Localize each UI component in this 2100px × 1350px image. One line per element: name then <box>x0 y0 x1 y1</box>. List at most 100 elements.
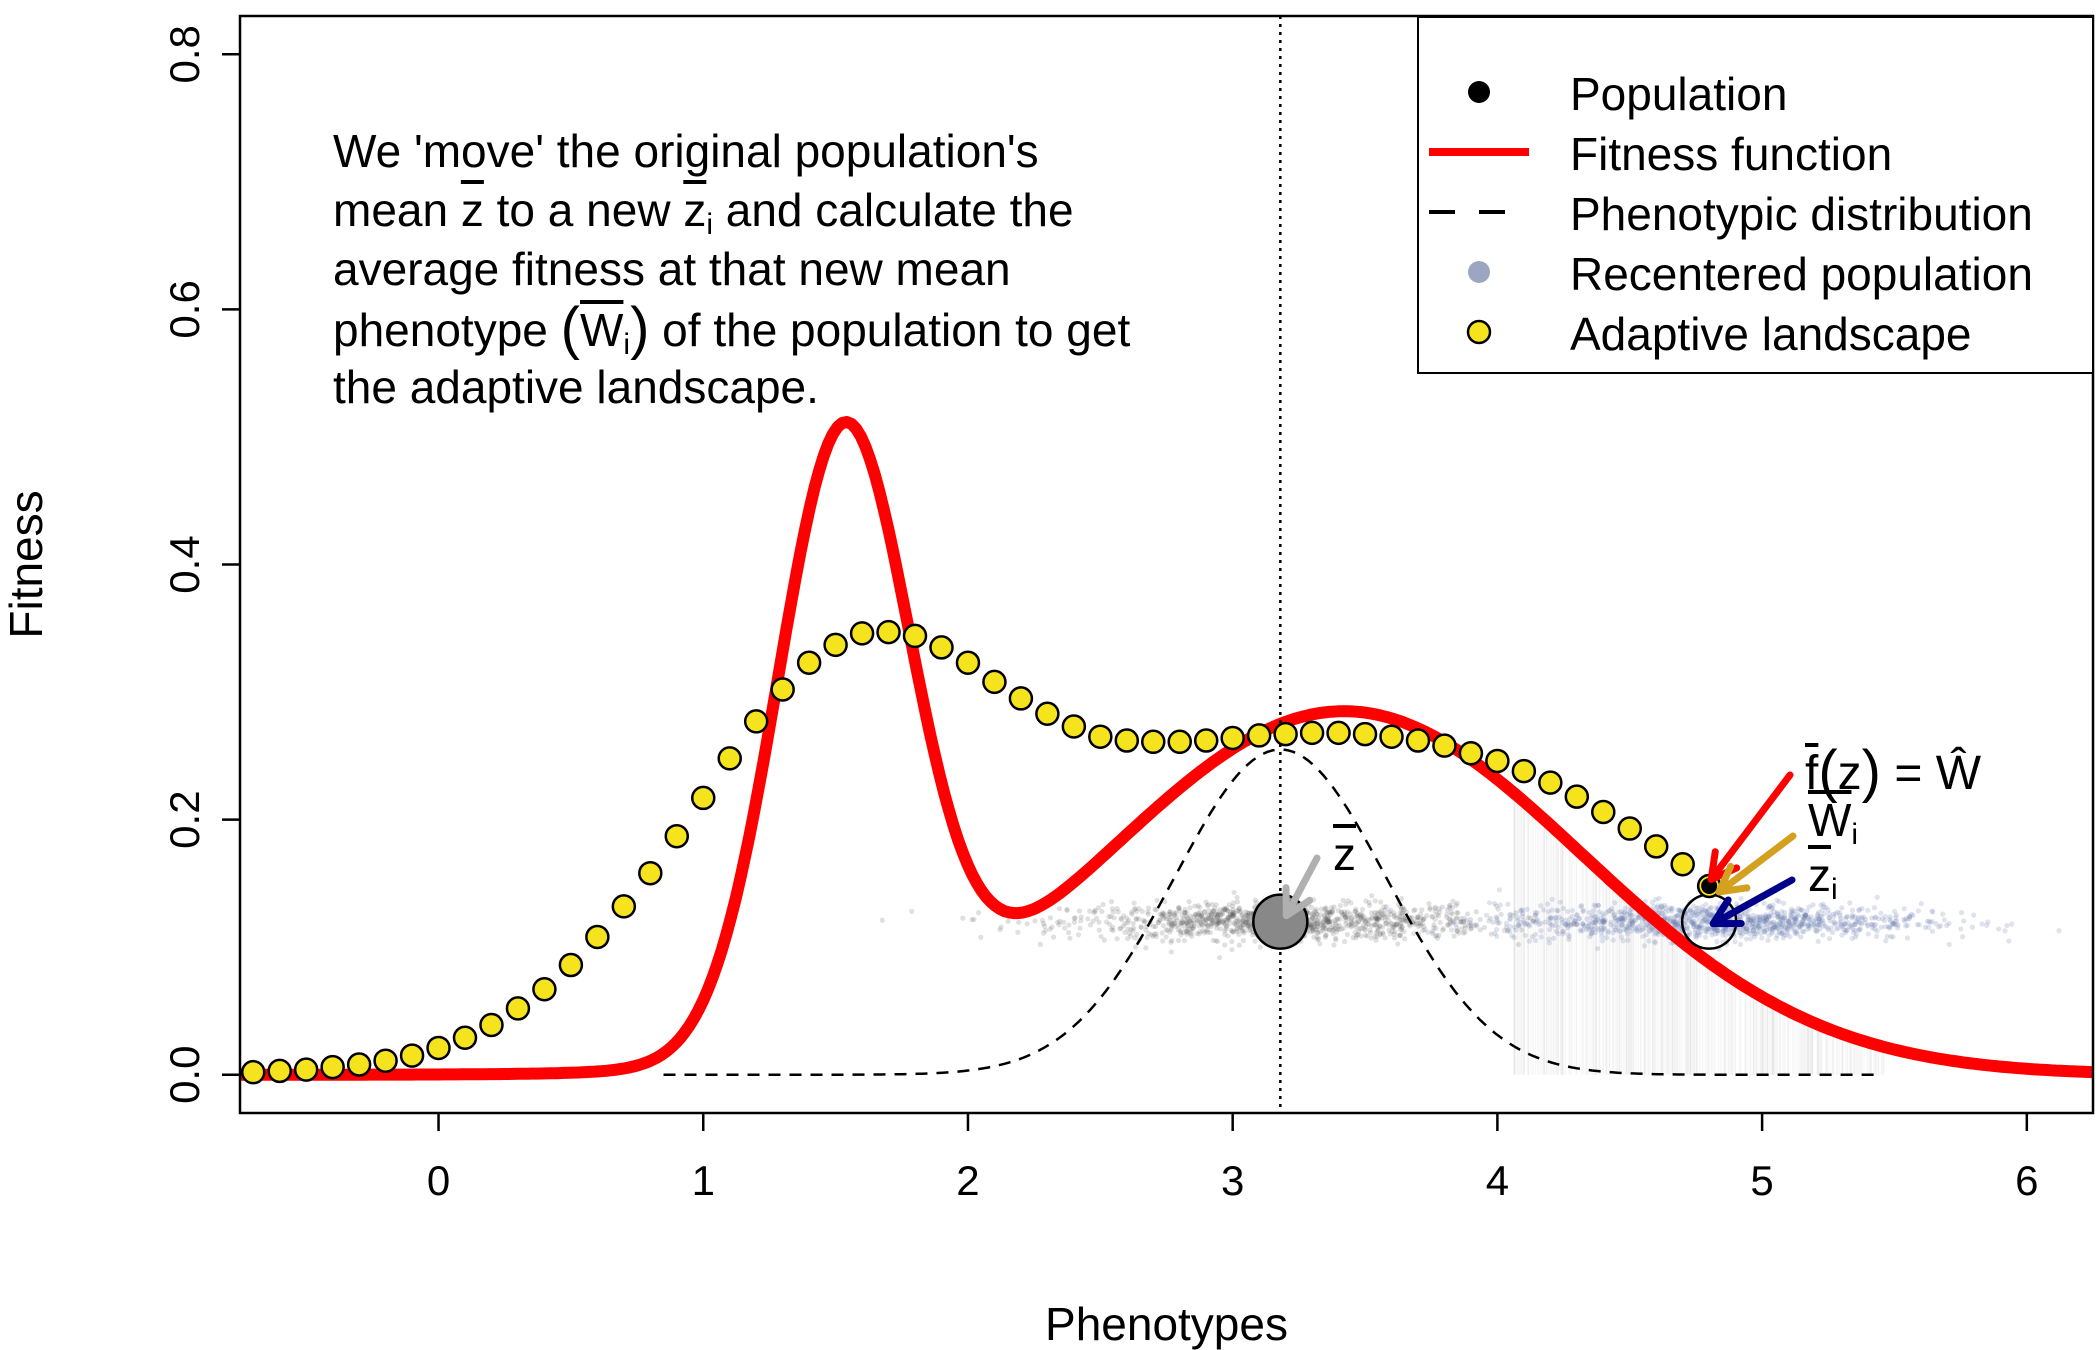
legend-item-landscape: Adaptive landscape <box>1419 302 2092 362</box>
population-point <box>1235 918 1241 924</box>
recentered-population-point <box>1865 931 1871 937</box>
recentered-population-point <box>1612 915 1619 921</box>
recentered-population-point <box>1696 909 1702 915</box>
adaptive-landscape-point <box>611 894 637 919</box>
population-point <box>1229 909 1236 915</box>
population-point <box>1231 910 1238 917</box>
recentered-population-point <box>1853 919 1859 925</box>
population-point <box>1145 909 1151 915</box>
population-point <box>1322 921 1328 927</box>
population-point <box>1159 930 1165 936</box>
adaptive-landscape-point <box>691 785 716 811</box>
population-point <box>1209 919 1215 925</box>
population-point <box>1359 906 1366 913</box>
population-point <box>1314 920 1320 926</box>
recentered-population-point <box>1820 923 1826 929</box>
recentered-population-point <box>1450 920 1456 926</box>
population-point <box>1241 921 1247 928</box>
y-tick-label: 0.8 <box>161 25 208 83</box>
recentered-population-point <box>1518 919 1524 925</box>
population-point <box>1246 910 1253 916</box>
recentered-population-point <box>1823 923 1829 929</box>
population-point <box>1220 919 1226 925</box>
recentered-population-point <box>1930 909 1936 915</box>
population-point <box>1340 897 1346 903</box>
recentered-population-point <box>1565 921 1571 927</box>
population-point <box>1168 913 1174 919</box>
population-point <box>1224 918 1230 925</box>
recentered-population-point <box>1815 911 1821 917</box>
population-point <box>1342 911 1348 917</box>
population-point <box>1249 932 1256 938</box>
population-point <box>1334 926 1340 932</box>
population-point <box>1377 915 1383 921</box>
population-point <box>1329 928 1336 934</box>
population-point <box>1399 926 1405 933</box>
x-tick-label: 1 <box>692 1157 715 1204</box>
population-point <box>1385 914 1391 920</box>
recentered-population-point <box>1787 920 1793 927</box>
population-point <box>1325 916 1331 922</box>
population-point <box>1197 909 1203 916</box>
population-point <box>1372 909 1378 916</box>
recentered-population-point <box>1792 916 1798 922</box>
population-point <box>1358 915 1364 921</box>
population-point <box>1397 913 1403 920</box>
adaptive-landscape-point <box>267 1058 292 1084</box>
population-point <box>1209 917 1215 923</box>
population-point <box>1228 927 1234 933</box>
y-tick-label: 0.4 <box>161 535 208 593</box>
population-point <box>1377 909 1383 915</box>
population-point <box>1426 900 1432 907</box>
recentered-population-point <box>1890 921 1896 928</box>
population-point <box>1214 913 1220 919</box>
recentered-population-point <box>1783 921 1790 928</box>
population-point <box>1322 905 1328 911</box>
population-point <box>1201 908 1208 915</box>
population-point <box>1309 915 1316 921</box>
population-point <box>1310 927 1316 934</box>
annotation-line-5: the adaptive landscape. <box>333 361 819 413</box>
population-point <box>1042 927 1049 934</box>
population-point <box>1391 935 1398 941</box>
recentered-population-point <box>1929 908 1935 914</box>
population-point <box>1136 906 1142 912</box>
population-point <box>1369 916 1375 922</box>
legend-symbol-landscape <box>1466 319 1492 345</box>
population-point <box>1398 906 1404 912</box>
recentered-population-point <box>1745 917 1751 923</box>
population-point <box>1041 923 1048 929</box>
population-point <box>1307 929 1313 935</box>
population-point <box>1204 912 1211 918</box>
adaptive-landscape-point <box>1299 720 1325 746</box>
population-point <box>1229 938 1235 945</box>
adaptive-landscape-point <box>664 823 690 849</box>
recentered-population-point <box>1696 924 1702 931</box>
population-point <box>1326 919 1332 925</box>
population-point <box>1047 915 1054 921</box>
population-point <box>1324 926 1330 932</box>
population-point <box>1377 923 1383 929</box>
recentered-population-point <box>1580 907 1586 913</box>
recentered-population-point <box>1593 903 1599 909</box>
recentered-population-point <box>1792 929 1798 935</box>
population-point <box>1373 922 1380 928</box>
recentered-population-point <box>1906 915 1913 921</box>
adaptive-landscape-point <box>1617 816 1642 841</box>
population-point <box>1309 912 1315 918</box>
population-point <box>1076 908 1083 914</box>
population-point <box>1241 917 1247 923</box>
recentered-population-point <box>1700 918 1706 924</box>
population-point <box>1195 903 1201 909</box>
recentered-population-point <box>1677 925 1683 931</box>
population-point <box>1130 928 1136 934</box>
population-point <box>1100 901 1106 908</box>
population-point <box>1230 912 1237 918</box>
population-point <box>971 916 977 923</box>
population-point <box>1310 929 1316 935</box>
population-point <box>1379 915 1385 921</box>
population-point <box>1234 926 1240 932</box>
recentered-population-point <box>1577 927 1583 933</box>
population-point <box>1374 910 1380 916</box>
population-point <box>1374 915 1380 921</box>
